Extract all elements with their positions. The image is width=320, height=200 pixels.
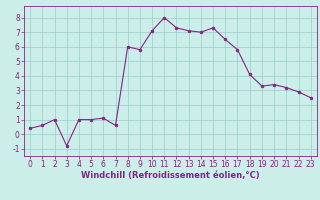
X-axis label: Windchill (Refroidissement éolien,°C): Windchill (Refroidissement éolien,°C) <box>81 171 260 180</box>
